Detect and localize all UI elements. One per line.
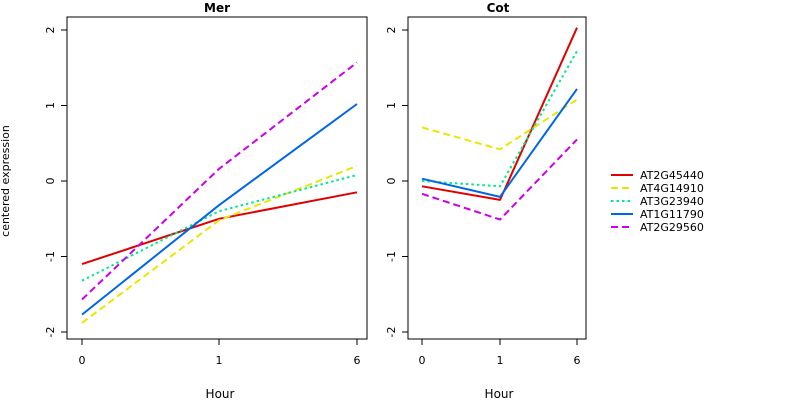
legend-label: AT2G45440 — [640, 169, 704, 182]
y-tick-label: -1 — [385, 251, 398, 262]
y-tick-label: -2 — [385, 327, 398, 338]
legend-label: AT3G23940 — [640, 195, 704, 208]
series-line-at1g11790 — [81, 103, 358, 316]
series-line-at3g23940 — [421, 50, 578, 188]
y-tick-label: 1 — [385, 102, 398, 109]
series-line-at4g14910 — [81, 164, 358, 324]
x-axis-label: Hour — [485, 387, 514, 400]
y-axis-label: centered expression — [0, 125, 12, 237]
legend-item: AT1G11790 — [611, 208, 704, 221]
x-tick-label: 6 — [354, 354, 361, 367]
series-line-at2g29560 — [421, 138, 578, 221]
y-tick-label: 2 — [44, 27, 57, 34]
legend-item: AT3G23940 — [611, 195, 704, 208]
x-tick-label: 1 — [497, 354, 504, 367]
legend-item: AT2G29560 — [611, 221, 704, 234]
series-line-at2g45440 — [421, 27, 578, 201]
x-tick-label: 6 — [574, 354, 581, 367]
legend-item: AT2G45440 — [611, 169, 704, 182]
x-tick-label: 1 — [216, 354, 223, 367]
legend-label: AT2G29560 — [640, 221, 704, 234]
y-tick-label: 0 — [385, 178, 398, 185]
series-line-at1g11790 — [421, 88, 578, 198]
panel-cot: Cot Hour -2 -1 0 1 2 0 1 6 — [385, 1, 587, 400]
series-line-at2g45440 — [81, 191, 358, 266]
series-lines — [421, 27, 578, 221]
axis-ticks: -2 -1 0 1 2 0 1 6 — [44, 27, 361, 368]
panel-title: Mer — [204, 1, 230, 15]
x-tick-label: 0 — [419, 354, 426, 367]
x-axis-label: Hour — [206, 387, 235, 400]
series-line-at2g29560 — [81, 61, 358, 301]
legend: AT2G45440AT4G14910AT3G23940AT1G11790AT2G… — [611, 169, 704, 234]
legend-label: AT1G11790 — [640, 208, 704, 221]
axis-ticks: -2 -1 0 1 2 0 1 6 — [385, 27, 581, 368]
plot-frame — [66, 16, 368, 340]
legend-label: AT4G14910 — [640, 182, 704, 195]
series-lines — [81, 61, 358, 324]
series-line-at4g14910 — [421, 98, 578, 151]
y-tick-label: 0 — [44, 178, 57, 185]
plot-frame — [407, 16, 587, 340]
panel-mer: Mer Hour centered expression -2 -1 0 1 2 0 1 6 — [0, 1, 368, 400]
y-tick-label: 2 — [385, 27, 398, 34]
y-tick-label: 1 — [44, 102, 57, 109]
panel-title: Cot — [487, 1, 510, 15]
y-tick-label: -1 — [44, 251, 57, 262]
x-tick-label: 0 — [79, 354, 86, 367]
series-line-at3g23940 — [81, 174, 358, 282]
legend-item: AT4G14910 — [611, 182, 704, 195]
y-tick-label: -2 — [44, 327, 57, 338]
